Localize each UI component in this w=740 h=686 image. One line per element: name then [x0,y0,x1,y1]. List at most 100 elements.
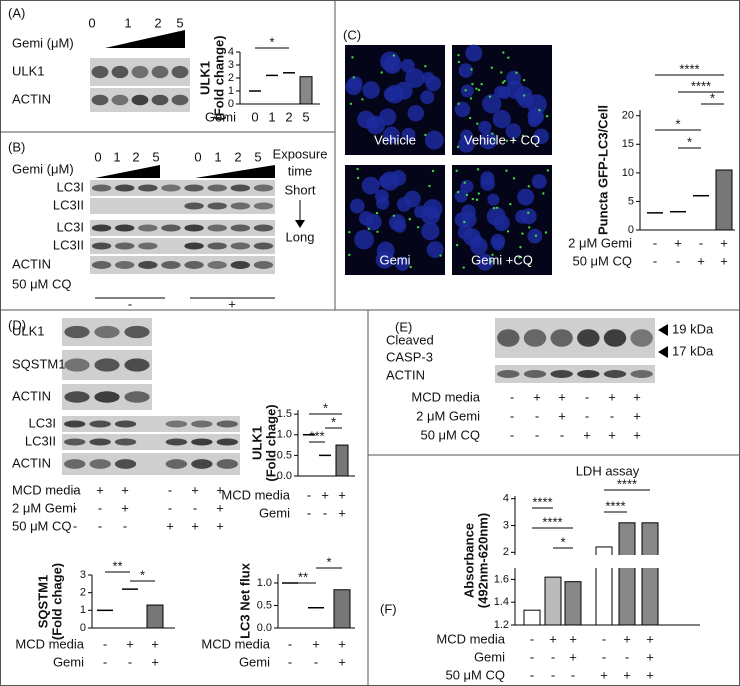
puncta [464,89,467,92]
blot-row-label: LC3II [53,237,84,252]
condition-sign: - [610,408,614,423]
condition-sign: - [168,482,172,497]
puncta [457,53,460,57]
puncta [477,192,481,195]
puncta [465,193,469,197]
nucleus [422,71,435,84]
nucleus [401,127,416,142]
puncta [351,56,354,59]
y-tick-label: 0.0 [277,470,292,482]
dose-label: Gemi (μM) [12,161,74,176]
puncta [506,230,510,233]
puncta [380,71,383,74]
condition-sign: + [96,482,104,497]
band [184,184,204,192]
y-tick-label: 2 [503,546,509,558]
significance-label: * [675,116,680,131]
condition-sign: - [653,253,657,268]
band [550,370,573,378]
band [138,184,158,192]
nucleus [421,222,440,241]
condition-sign: + [697,253,705,268]
y-tick-label: 3 [503,519,509,531]
nucleus [505,123,522,139]
condition-sign: + [720,235,728,250]
band [114,420,137,428]
chart-title: LDH assay [576,463,640,478]
band [207,224,227,232]
band [230,202,251,210]
condition-sign: + [151,654,159,669]
nucleus [479,131,498,150]
micrograph-label: Gemi [379,252,410,267]
blot-row-label: Cleaved [386,332,434,347]
band [191,420,213,428]
exposure-level: Long [286,229,315,244]
band [216,420,238,428]
bar [715,169,733,231]
band [64,459,86,469]
significance-label: * [687,134,692,149]
bar [335,444,349,477]
puncta [348,253,351,257]
band [94,325,120,339]
condition-sign: + [608,427,616,442]
bar [564,581,582,626]
significance-label: **** [532,494,552,509]
puncta [475,198,479,201]
puncta [356,176,360,180]
band [253,202,274,210]
band [89,459,111,469]
nucleus [458,63,473,78]
puncta [500,71,503,74]
nucleus [424,130,444,150]
nucleus [357,110,375,129]
band [161,261,181,269]
y-axis-label: (Fold change) [211,35,226,120]
puncta [521,134,525,138]
dose-ramp [105,30,185,48]
condition-sign: - [73,518,77,533]
dose: 5 [152,149,159,164]
band [114,184,135,192]
condition-sign: + [633,427,641,442]
band [216,459,238,469]
condition-sign: - [676,253,680,268]
condition-sign: + [216,500,224,515]
nucleus [476,253,494,271]
significance-label: * [326,554,331,569]
puncta [488,95,492,98]
micrograph-label: Vehicle + CQ [464,132,540,147]
micrograph-label: Gemi +CQ [471,252,533,267]
band [91,94,109,106]
condition-name: MCD media [12,482,81,497]
condition-sign: + [558,389,566,404]
puncta [501,81,505,84]
band [124,358,150,372]
dose: 0 [94,149,101,164]
nucleus [421,205,441,225]
y-tick-label: 3 [228,59,234,71]
band [91,65,109,79]
blot [495,318,655,358]
blot [62,416,240,432]
x-tick-label: 1 [268,109,275,124]
condition-sign: + [623,667,631,682]
nucleus [458,136,475,153]
condition-name: Gemi [53,654,84,669]
puncta [349,102,353,105]
band [577,370,600,378]
nucleus [533,128,549,144]
condition-sign: - [535,408,539,423]
puncta [424,65,427,68]
band [91,261,112,269]
blot-row-label: ACTIN [12,256,51,271]
condition-sign: + [633,408,641,423]
condition-sign: + [608,389,616,404]
puncta [546,169,550,172]
significance-label: ** [298,569,308,584]
y-tick-label: 0 [228,98,234,110]
condition-sign: + [623,631,631,646]
blot-row-label: LC3I [57,179,84,194]
blot-row-label: LC3II [25,433,56,448]
